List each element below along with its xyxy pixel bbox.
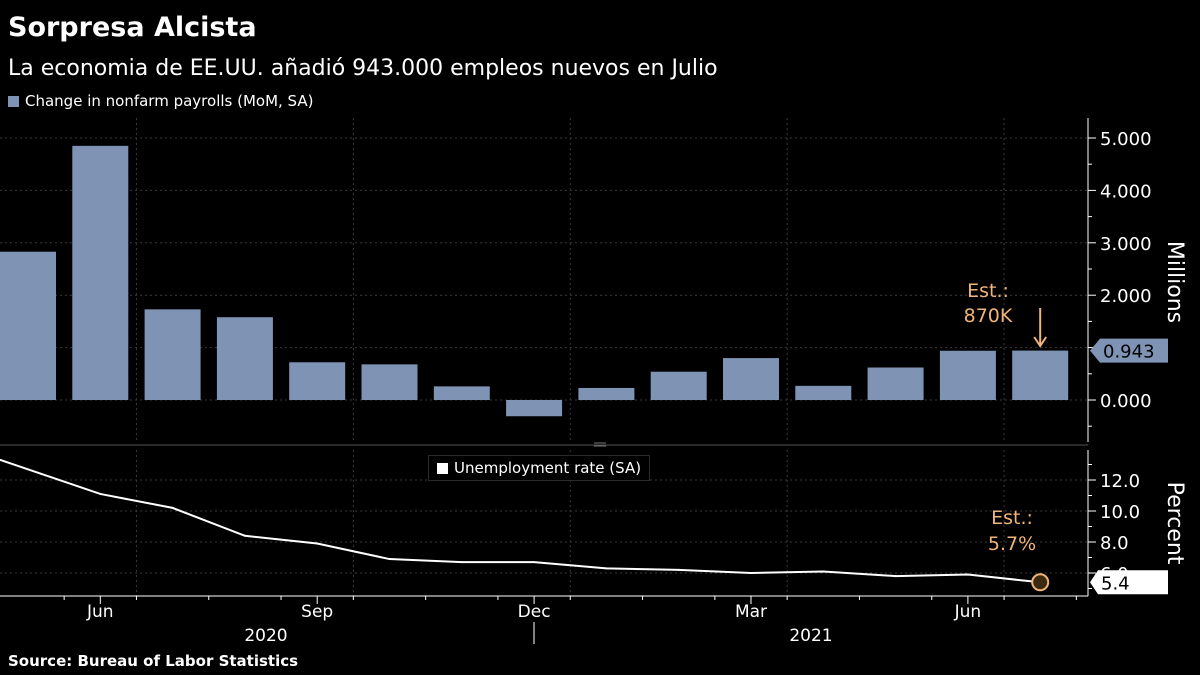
unemployment-ytick-label-0: 12.0 — [1100, 471, 1140, 492]
source-note: Source: Bureau of Labor Statistics — [8, 652, 299, 670]
payrolls-estimate-arrow-head — [1033, 336, 1048, 348]
payrolls-bar-5 — [361, 364, 418, 400]
unemployment-point-11 — [822, 570, 825, 573]
payrolls-bar-11 — [795, 385, 852, 400]
unemployment-point-10 — [750, 572, 752, 574]
payrolls-ytick-label-3: 2.000 — [1100, 286, 1152, 307]
unemployment-legend: Unemployment rate (SA) — [428, 455, 651, 481]
payrolls-bar-2 — [144, 309, 201, 400]
x-tick-label-4: Jun — [954, 602, 982, 622]
payrolls-bar-13 — [939, 350, 996, 400]
payrolls-legend-swatch — [8, 95, 19, 107]
unemployment-ytick-label-1: 10.0 — [1100, 502, 1140, 523]
payrolls-bar-10 — [723, 358, 779, 400]
payrolls-bar-4 — [289, 362, 346, 400]
unemployment-point-3 — [243, 534, 246, 537]
x-tick-label-3: Mar — [735, 602, 767, 622]
unemployment-point-6 — [460, 561, 463, 564]
unemployment-point-4 — [316, 542, 319, 545]
payrolls-bar-7 — [506, 400, 563, 417]
payrolls-ytick-label-5: 0.000 — [1100, 391, 1152, 412]
payrolls-bar-1 — [72, 145, 129, 400]
x-label-year-2020: 2020 — [244, 626, 287, 646]
unemployment-ytick-label-2: 8.0 — [1100, 533, 1129, 554]
unemployment-point-9 — [677, 568, 680, 571]
payrolls-bar-8 — [578, 387, 635, 400]
x-tick-label-2: Dec — [518, 602, 551, 622]
unemployment-point-1 — [99, 492, 102, 495]
unemployment-estimate-label-1: Est.: — [991, 507, 1033, 529]
payrolls-last-value-label: 0.943 — [1103, 342, 1155, 363]
payrolls-legend-label: Change in nonfarm payrolls (MoM, SA) — [25, 92, 314, 110]
unemployment-axis-label: Percent — [1162, 482, 1187, 565]
payrolls-estimate-label-2: 870K — [964, 305, 1013, 327]
unemployment-point-13 — [966, 573, 969, 576]
payrolls-bar-6 — [433, 386, 490, 400]
payrolls-bar-14 — [1012, 350, 1069, 400]
unemployment-point-0 — [0, 458, 1, 461]
payrolls-bar-9 — [650, 371, 707, 400]
unemployment-legend-swatch — [437, 462, 448, 474]
x-tick-label-0: Jun — [86, 602, 114, 622]
payrolls-bar-3 — [216, 317, 273, 400]
unemployment-point-12 — [894, 575, 897, 578]
payrolls-ytick-label-2: 3.000 — [1100, 234, 1152, 255]
payrolls-ytick-label-1: 4.000 — [1100, 181, 1152, 202]
payrolls-bars — [0, 145, 1069, 417]
chart-title: Sorpresa Alcista — [8, 12, 257, 43]
unemployment-point-8 — [605, 567, 608, 570]
x-tick-label-1: Sep — [301, 602, 333, 622]
unemployment-last-value-label: 5.4 — [1101, 573, 1130, 594]
tick-labels: 5.0004.0003.0002.0001.0000.0000.94312.01… — [86, 129, 1168, 622]
axes — [0, 118, 1096, 644]
unemployment-point-2 — [171, 506, 174, 509]
payrolls-bar-0 — [0, 251, 56, 400]
payrolls-ytick-label-0: 5.000 — [1100, 129, 1152, 150]
payrolls-axis-label: Millions — [1162, 241, 1187, 323]
unemployment-estimate-label-2: 5.7% — [988, 533, 1036, 555]
payrolls-last-value-tag — [1090, 338, 1168, 363]
payrolls-legend: Change in nonfarm payrolls (MoM, SA) — [8, 92, 313, 110]
unemployment-legend-label: Unemployment rate (SA) — [454, 459, 642, 477]
unemployment-line-group — [0, 458, 1050, 592]
unemployment-point-5 — [388, 558, 391, 561]
unemployment-estimate-marker — [1031, 573, 1050, 592]
unemployment-point-7 — [533, 561, 536, 564]
payrolls-bar-12 — [867, 367, 924, 400]
x-label-year-2021: 2021 — [789, 626, 832, 646]
unemployment-last-value-tag — [1090, 570, 1168, 595]
chart-subtitle: La economia de EE.UU. añadió 943.000 emp… — [8, 56, 718, 81]
payrolls-estimate-label-1: Est.: — [967, 280, 1009, 302]
